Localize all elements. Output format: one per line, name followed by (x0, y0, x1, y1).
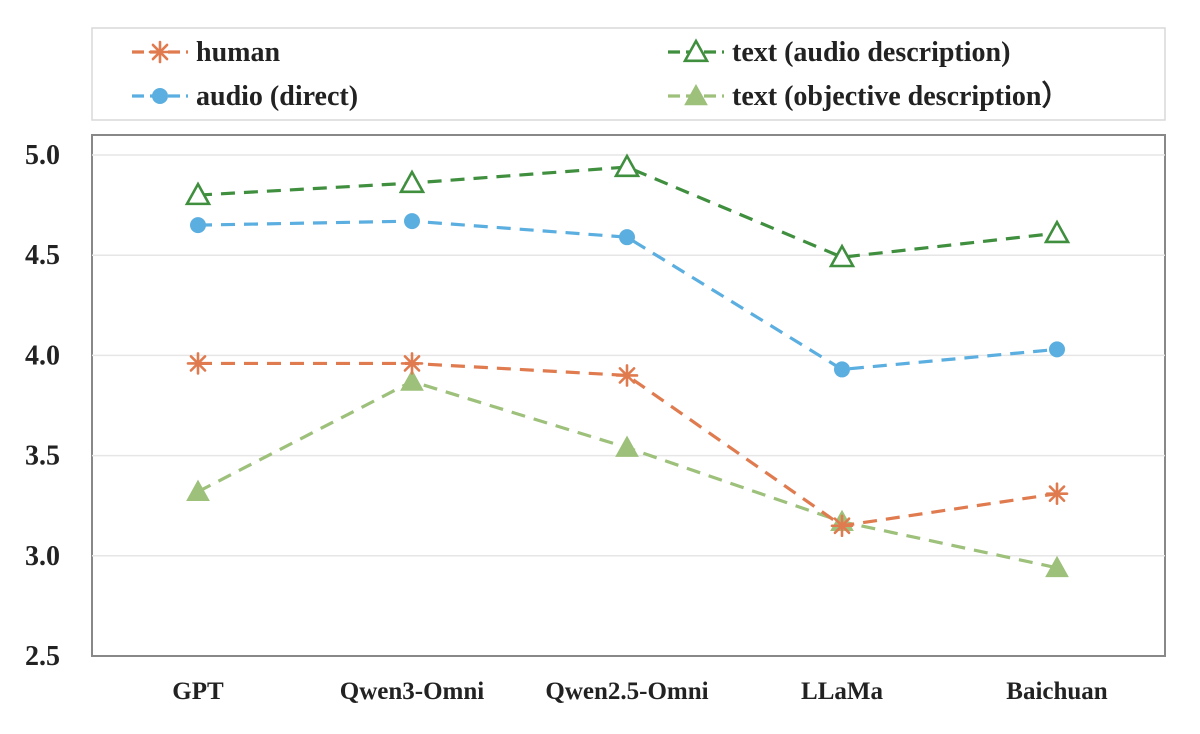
series-line (197, 165, 1058, 259)
x-tick-label: LLaMa (801, 678, 883, 705)
data-point (828, 243, 856, 268)
y-axis-ticks: 2.5 3.0 3.5 4.0 4.5 5.0 (25, 140, 60, 672)
series-line (197, 219, 1058, 372)
y-tick-label: 5.0 (25, 140, 60, 171)
data-point (400, 352, 424, 375)
data-point (1045, 482, 1069, 505)
data-point (190, 217, 206, 234)
legend-item: text (objective description） (668, 79, 1069, 112)
legend-box (91, 27, 1166, 121)
legend-label: audio (direct) (196, 81, 358, 112)
series-2 (184, 153, 1071, 268)
data-point (1043, 219, 1071, 244)
x-tick-label: Qwen2.5-Omni (545, 678, 708, 705)
y-tick-label: 4.5 (25, 240, 60, 271)
data-point (1045, 555, 1069, 578)
data-point (830, 514, 854, 538)
legend: human audio (direct) text (audio descripti… (132, 37, 1069, 112)
series-line (198, 361, 1058, 528)
data-point (619, 229, 635, 246)
legend-item: text (audio description) (668, 37, 1010, 68)
series-1 (190, 213, 1065, 378)
x-tick-label: GPT (172, 678, 224, 705)
data-point (184, 181, 212, 206)
data-point (615, 435, 639, 457)
data-point (398, 169, 426, 194)
data-point (613, 153, 641, 178)
y-tick-label: 2.5 (25, 641, 60, 672)
legend-marker (682, 38, 710, 63)
data-point (186, 479, 210, 501)
series-group (184, 153, 1071, 578)
legend-item: human (132, 37, 280, 68)
legend-marker (684, 83, 708, 106)
legend-label: text (audio description) (732, 37, 1010, 68)
y-tick-label: 3.0 (25, 541, 60, 572)
data-point (615, 364, 639, 387)
data-point (1049, 341, 1065, 358)
y-tick-label: 3.5 (25, 441, 60, 472)
data-point (834, 361, 850, 378)
x-tick-label: Qwen3-Omni (340, 678, 485, 705)
data-point (400, 369, 424, 391)
plot-area (91, 134, 1166, 657)
series-0 (186, 352, 1069, 538)
legend-label: human (196, 37, 280, 68)
legend-item: audio (direct) (132, 81, 358, 112)
data-point (186, 352, 210, 375)
data-point (404, 213, 420, 230)
legend-marker (148, 40, 172, 64)
x-tick-label: Baichuan (1006, 678, 1108, 705)
legend-label: text (objective description） (732, 79, 1069, 112)
y-tick-label: 4.0 (25, 340, 60, 371)
legend-marker (152, 88, 168, 104)
x-axis-ticks: GPT Qwen3-Omni Qwen2.5-Omni LLaMa Baichuan (172, 678, 1108, 705)
